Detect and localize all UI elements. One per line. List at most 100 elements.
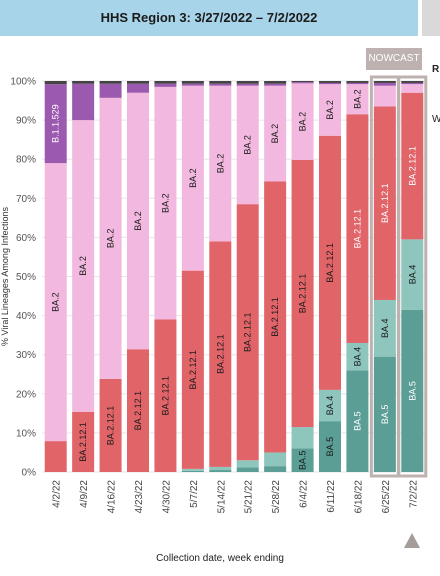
bar-segment-other [401, 81, 424, 83]
bar-segment-ba-2-12-1 [236, 204, 259, 461]
bar-segment-ba-4 [209, 466, 232, 471]
bar-segment-ba-2 [401, 84, 424, 93]
bar-segment-ba-2-12-1 [401, 92, 424, 240]
bar-segment-other [373, 81, 396, 83]
bar-segment-ba-5 [401, 309, 424, 472]
bar-segment-other [72, 81, 95, 84]
bar-label: BA.5 [352, 411, 362, 431]
bar-segment-ba-2-12-1 [209, 241, 232, 467]
bar-segment-ba-2 [181, 85, 204, 271]
bar-segment-b-1-1-529 [346, 82, 369, 85]
bar-segment-ba-4 [319, 389, 341, 422]
chart-header [0, 0, 418, 36]
bar-label: BA.2.12.1 [160, 376, 170, 416]
x-tick-label: 4/23/22 [134, 480, 145, 514]
bar-label: BA.2 [160, 193, 170, 213]
bar-segment-other [154, 81, 177, 84]
bar-segment-ba-2 [209, 85, 232, 242]
bar-label: BA.2 [270, 124, 280, 144]
bar-segment-b-1-1-529 [319, 82, 341, 85]
nowcast-highlight-box [369, 75, 400, 478]
y-tick-label: 10% [16, 428, 36, 439]
bar-label: BA.2.12.1 [325, 243, 335, 283]
bar-label: BA.2.12.1 [188, 350, 198, 390]
bar-segment-ba-5 [264, 466, 287, 472]
bar-segment-ba-4 [236, 460, 259, 468]
bar-segment-other [44, 81, 67, 85]
bar-segment-ba-2-12-1 [44, 441, 67, 472]
bar-segment-ba-2-12-1 [319, 135, 341, 390]
bar-segment-other [236, 81, 259, 84]
bar-segment-ba-2 [44, 163, 67, 442]
bar-label: B.1.1.529 [51, 104, 61, 143]
y-tick-label: 100% [10, 77, 36, 88]
bar-segment-ba-2-12-1 [291, 159, 314, 428]
bar-segment-b-1-1-529 [291, 82, 314, 84]
x-tick-label: 7/2/22 [408, 480, 419, 508]
side-panel-letter-w: W [432, 114, 440, 125]
bar-segment-b-1-1-529 [99, 83, 122, 98]
bar-segment-ba-2 [346, 84, 369, 115]
bar-segment-other [209, 81, 232, 84]
bar-label: BA.2 [78, 256, 88, 276]
x-tick-label: 6/11/22 [326, 480, 337, 513]
x-tick-label: 6/4/22 [299, 480, 310, 508]
bar-segment-other [346, 81, 369, 83]
bar-label: BA.2 [215, 154, 225, 174]
bar-label: BA.2.12.1 [380, 183, 390, 223]
bar-label: BA.4 [352, 347, 362, 367]
bar-segment-b-1-1-529 [264, 83, 287, 86]
bar-segment-ba-2 [72, 120, 95, 412]
bar-segment-ba-2-12-1 [181, 270, 204, 469]
bar-label: BA.2 [106, 229, 116, 249]
bar-segment-b-1-1-529 [401, 82, 424, 85]
bar-segment-ba-2-12-1 [264, 181, 287, 453]
nowcast-badge[interactable]: NOWCAST [366, 48, 422, 70]
x-axis-label: Collection date, week ending [156, 553, 284, 564]
bar-label: BA.2 [243, 135, 253, 155]
side-panel-letter-r: R [432, 64, 440, 75]
bar-segment-b-1-1-529 [373, 82, 396, 86]
bar-label: BA.4 [325, 396, 335, 416]
nowcast-highlight-box [397, 75, 428, 478]
bar-label: BA.2.12.1 [243, 312, 253, 352]
bar-segment-ba-2 [236, 85, 259, 205]
bar-segment-ba-2-12-1 [373, 106, 396, 300]
bar-segment-ba-2-12-1 [346, 114, 369, 343]
bar-segment-b-1-1-529 [209, 83, 232, 86]
bar-label: BA.2 [51, 292, 61, 312]
bar-label: BA.5 [380, 405, 390, 425]
x-tick-label: 6/25/22 [381, 480, 392, 514]
x-tick-label: 5/14/22 [216, 480, 227, 514]
x-tick-label: 4/2/22 [52, 480, 63, 508]
bar-segment-ba-2-12-1 [154, 319, 177, 472]
y-tick-label: 20% [16, 389, 36, 400]
bar-label: BA.4 [380, 319, 390, 339]
x-tick-label: 6/18/22 [353, 480, 364, 514]
bar-segment-ba-2 [154, 86, 177, 320]
bar-segment-other [291, 81, 314, 83]
bar-segment-b-1-1-529 [44, 84, 67, 164]
bar-segment-ba-5 [346, 370, 369, 472]
bar-label: BA.2 [325, 100, 335, 120]
bar-segment-b-1-1-529 [72, 83, 95, 121]
bar-segment-ba-5 [236, 467, 259, 472]
x-tick-label: 4/30/22 [161, 480, 172, 514]
bar-segment-b-1-1-529 [127, 83, 149, 93]
bar-segment-ba-5 [209, 470, 232, 472]
bar-segment-ba-4 [291, 427, 314, 449]
bar-segment-other [264, 81, 287, 84]
bar-label: BA.2.12.1 [78, 422, 88, 462]
x-tick-label: 5/21/22 [244, 480, 255, 514]
bar-segment-ba-2 [319, 84, 341, 136]
bar-segment-ba-2-12-1 [99, 378, 122, 472]
bar-segment-ba-2-12-1 [127, 349, 149, 472]
y-tick-label: 50% [16, 272, 36, 283]
y-tick-label: 60% [16, 233, 36, 244]
bar-segment-b-1-1-529 [154, 83, 177, 87]
chart-title: HHS Region 3: 3/27/2022 – 7/2/2022 [100, 10, 318, 25]
y-tick-label: 40% [16, 311, 36, 322]
bar-label: BA.2 [133, 211, 143, 231]
y-tick-label: 70% [16, 194, 36, 205]
